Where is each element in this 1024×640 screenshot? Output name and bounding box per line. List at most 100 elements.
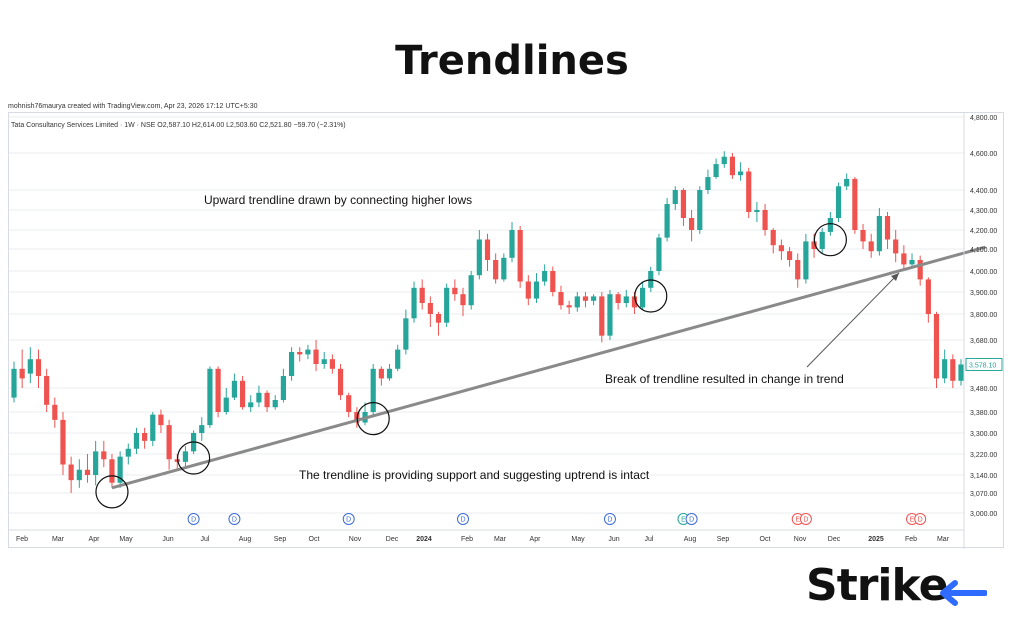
candle [476, 230, 482, 280]
candle-body [942, 359, 948, 379]
candle-body [640, 287, 646, 308]
candle-body [795, 260, 801, 280]
candle-body [925, 279, 931, 314]
candle [517, 226, 523, 288]
event-marker-circle [685, 513, 698, 525]
candle-body [680, 190, 687, 218]
time-tick-label: Aug [239, 536, 252, 543]
candle-body [435, 314, 442, 323]
candle-body [917, 260, 923, 280]
page-title: Trendlines [395, 38, 629, 84]
chart-credit: mohnish76maurya created with TradingView… [8, 103, 258, 110]
candle-body [493, 260, 499, 280]
candle-body [280, 376, 287, 400]
candle-body [321, 359, 327, 364]
candle [199, 417, 205, 441]
candle-body [44, 376, 50, 405]
last-price-badge [965, 357, 1003, 371]
candle [419, 279, 425, 310]
candle-body [607, 294, 613, 336]
candle [378, 366, 384, 386]
price-tick-label: 3,140.00 [970, 473, 997, 480]
candle-body [623, 296, 629, 303]
candle-body [754, 210, 760, 212]
candle [403, 309, 409, 355]
candle [133, 427, 140, 454]
candle-body [786, 251, 793, 260]
candle [11, 361, 17, 403]
candle-body [909, 260, 915, 265]
candle-body [223, 397, 229, 412]
candle [566, 300, 572, 314]
candle [672, 186, 678, 210]
candle [468, 271, 474, 310]
candlestick-chart[interactable]: 4,800.00 4,600.00 4,400.00 4,300.00 4,200.00… [9, 113, 1005, 549]
event-marker-circle [799, 513, 812, 525]
candle [329, 354, 335, 374]
candle [680, 188, 687, 226]
brand-logo: Strike [806, 560, 948, 611]
candle [142, 427, 148, 449]
price-tick-label: 4,300.00 [970, 208, 997, 215]
candle [713, 158, 719, 179]
candle-body [215, 368, 221, 412]
candle-body [582, 296, 589, 301]
candle [933, 311, 940, 388]
price-tick-label: 3,800.00 [970, 312, 997, 319]
candle-body [615, 294, 621, 303]
candle-body [27, 359, 33, 374]
time-tick-label: Sep [274, 536, 287, 543]
last-price-label: 3,578.10 [969, 362, 996, 369]
price-tick-label: 3,480.00 [970, 386, 997, 393]
candle [93, 440, 99, 486]
price-tick-label: 4,600.00 [970, 151, 997, 158]
time-tick-label: 2024 [416, 536, 432, 543]
candle-body [403, 318, 409, 350]
candle-body [705, 177, 711, 190]
time-tick-label: Dec [828, 536, 841, 543]
time-tick-label: Feb [16, 536, 28, 543]
candle-body [76, 469, 82, 481]
candle [942, 349, 948, 384]
candle-body [109, 459, 115, 483]
candle-body [811, 241, 817, 249]
candle-body [852, 178, 858, 230]
candle [321, 352, 327, 369]
candle [901, 245, 907, 271]
candle [876, 208, 882, 256]
event-marker: D [187, 513, 200, 525]
candle [158, 409, 164, 433]
candle-body [182, 451, 189, 462]
candle [305, 344, 311, 360]
candle-body [476, 239, 482, 276]
candle-body [199, 425, 205, 433]
candle-body [901, 253, 907, 265]
event-marker-circle [342, 513, 355, 525]
time-tick-label: Mar [52, 536, 65, 543]
candle-body [288, 352, 295, 376]
time-tick-label: Nov [794, 536, 807, 543]
candle [721, 151, 727, 168]
annotation-text: The trendline is providing support and s… [299, 468, 650, 482]
event-marker: D [603, 513, 616, 525]
candle-body [264, 392, 270, 408]
candle [272, 395, 278, 410]
candle-body [566, 305, 572, 308]
event-marker-label: D [803, 517, 808, 524]
candle-body [860, 230, 866, 242]
candle [150, 412, 156, 447]
candle [386, 364, 393, 381]
annotation-arrowhead [891, 273, 899, 281]
candle-body [313, 349, 319, 364]
price-tick-label: 3,900.00 [970, 290, 997, 297]
candle-body [150, 414, 156, 441]
candle-body [533, 281, 540, 299]
candle [607, 289, 613, 340]
candle [297, 347, 303, 362]
candle-body [256, 392, 262, 403]
time-tick-label: Jul [645, 536, 654, 543]
touch-circle [634, 279, 668, 313]
candle [256, 385, 262, 408]
candle-body [378, 368, 384, 379]
event-marker: D [228, 513, 241, 525]
